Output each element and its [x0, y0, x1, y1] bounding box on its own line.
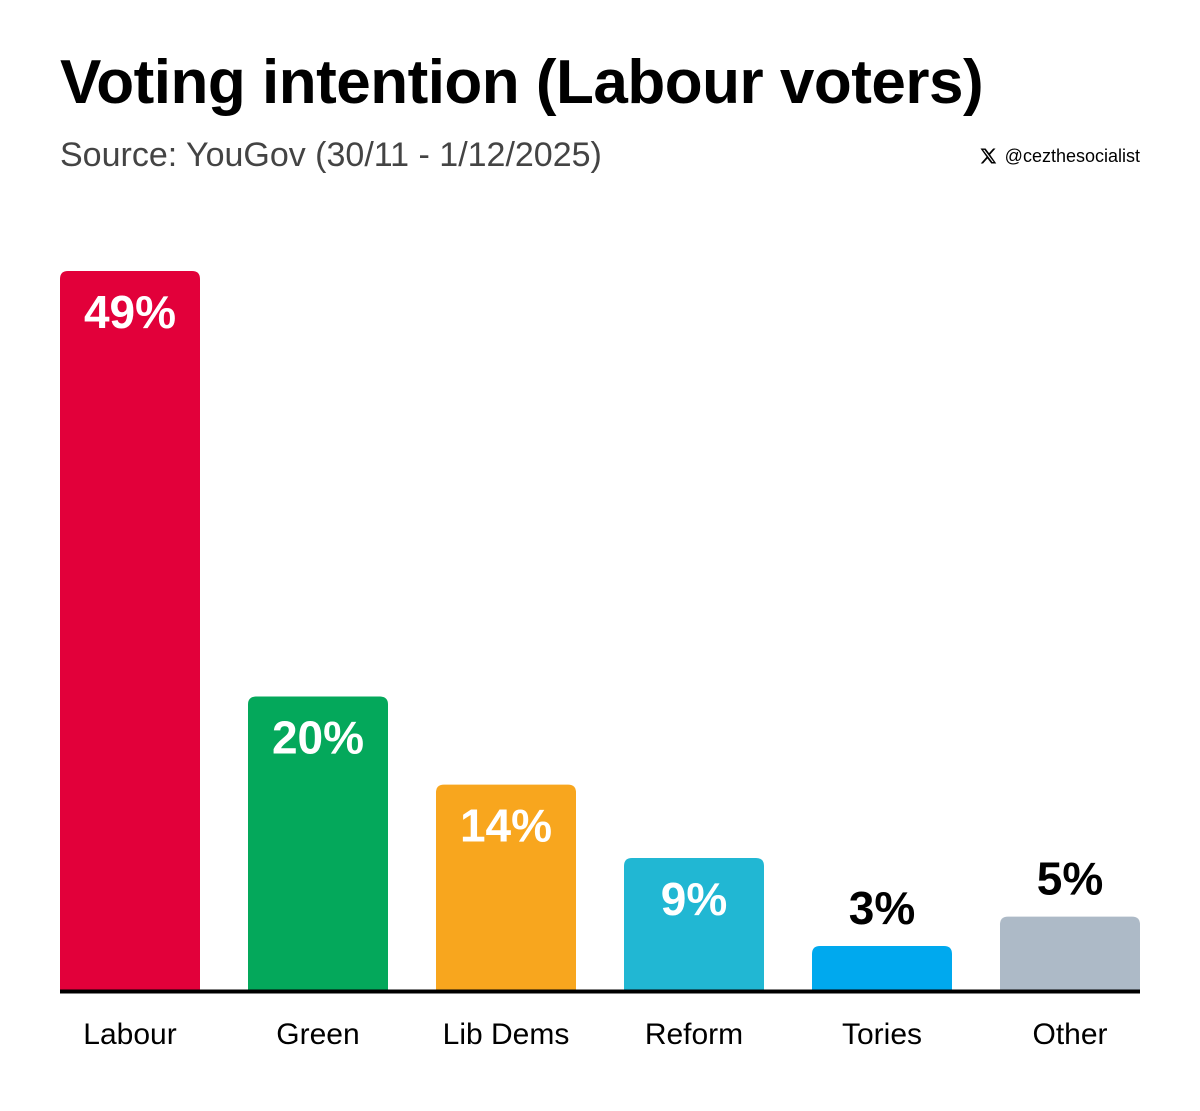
data-label: 14%: [460, 800, 552, 852]
x-tick-label: Tories: [842, 1018, 922, 1051]
x-tick-label: Green: [276, 1018, 359, 1051]
chart-subtitle: Source: YouGov (30/11 - 1/12/2025): [60, 136, 602, 174]
bar-reform: [624, 857, 764, 990]
data-label: 9%: [661, 873, 727, 925]
x-tick-label: Lib Dems: [443, 1018, 570, 1051]
chart-title: Voting intention (Labour voters): [60, 48, 984, 117]
credit-text: @cezthesocialist: [1004, 146, 1140, 166]
x-tick-label: Labour: [83, 1018, 176, 1051]
bar-green: [248, 696, 388, 990]
data-label: 49%: [84, 286, 176, 338]
x-tick-label: Reform: [645, 1018, 743, 1051]
data-label: 5%: [1037, 853, 1103, 905]
credit-handle: @cezthesocialist: [979, 144, 1140, 168]
data-label: 20%: [272, 712, 364, 764]
bar-tories: [812, 945, 952, 990]
x-tick-label: Other: [1032, 1018, 1107, 1051]
x-logo-icon: [980, 148, 996, 164]
bar-lib-dems: [436, 784, 576, 990]
bar-labour: [60, 271, 200, 990]
data-label: 3%: [849, 882, 915, 934]
bar-other: [1000, 916, 1140, 990]
